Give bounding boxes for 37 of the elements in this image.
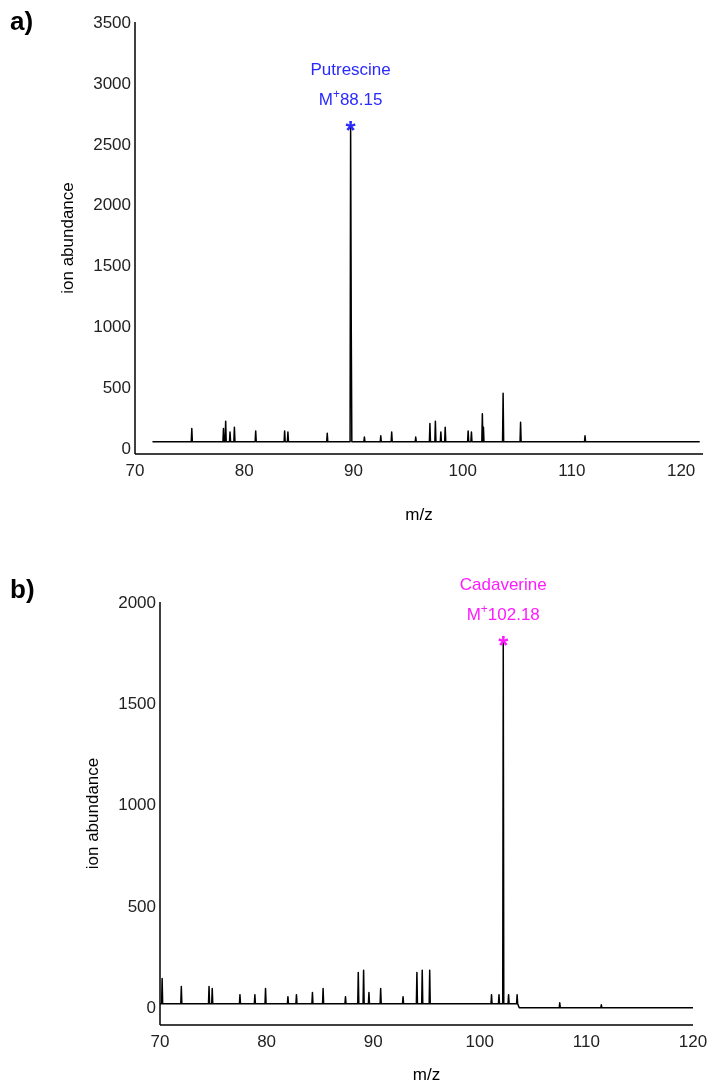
y-axis-title: ion abundance xyxy=(58,182,77,294)
chart-title: a) xyxy=(10,6,34,36)
annotation: Putrescine xyxy=(310,59,391,79)
x-tick-label: 70 xyxy=(150,1032,170,1051)
x-tick-label: 100 xyxy=(448,461,477,480)
x-axis-title: m/z xyxy=(412,1065,441,1084)
x-tick-label: 100 xyxy=(465,1032,494,1051)
y-tick-label: 3000 xyxy=(93,73,131,93)
x-tick-label: 90 xyxy=(344,461,363,480)
x-tick-label: 90 xyxy=(363,1032,383,1051)
annotation: M$^{+}$102.18 xyxy=(466,602,540,625)
x-tick-label: 120 xyxy=(666,461,696,480)
annotation: * xyxy=(345,114,357,145)
annotation: M$^{+}$88.15 xyxy=(318,86,383,109)
y-tick-label: 1500 xyxy=(93,256,131,276)
y-tick-label: 0 xyxy=(121,438,131,458)
y-tick-label: 3500 xyxy=(93,12,131,32)
x-tick-label: 80 xyxy=(234,461,254,480)
chart-title: b) xyxy=(10,574,35,604)
x-axis-title: m/z xyxy=(405,505,433,524)
y-tick-label: 2500 xyxy=(93,134,131,154)
text: Cadaverine xyxy=(459,575,547,595)
x-tick-label: 110 xyxy=(572,1032,600,1051)
y-tick-label: 500 xyxy=(102,378,131,398)
x-tick-label: 70 xyxy=(125,461,145,480)
x-tick-label: 120 xyxy=(678,1032,708,1051)
y-tick-label: 1500 xyxy=(118,694,156,714)
x-tick-label: 110 xyxy=(558,461,586,480)
y-tick-label: 0 xyxy=(146,997,156,1017)
y-tick-label: 2000 xyxy=(93,195,131,215)
y-tick-label: 1000 xyxy=(93,317,131,337)
y-tick-label: 2000 xyxy=(118,592,156,612)
y-axis-title: ion abundance xyxy=(83,757,102,870)
y-tick-label: 500 xyxy=(127,896,156,916)
y-tick-label: 1000 xyxy=(118,795,156,815)
x-tick-label: 80 xyxy=(257,1032,277,1051)
annotation: * xyxy=(498,630,510,661)
